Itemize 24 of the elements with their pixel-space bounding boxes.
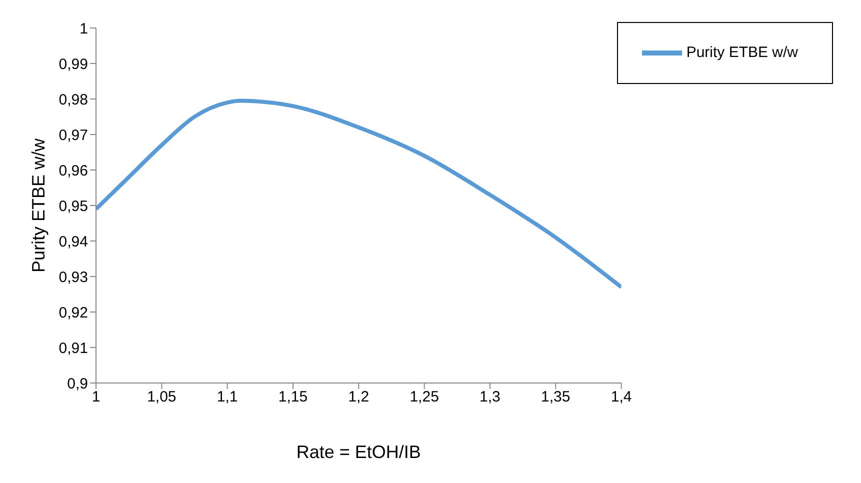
y-tick-label: 0,92 [58,304,88,322]
x-tick-label: 1,4 [610,388,632,406]
x-tick-label: 1,2 [348,388,370,406]
y-tick-label: 1 [80,20,88,38]
line-series [96,98,622,290]
x-tick-label: 1,35 [541,388,570,406]
y-tick-label: 0,9 [67,375,88,392]
y-tick-label: 0,97 [58,126,88,144]
x-tick-label: 1,1 [216,388,238,406]
x-tick-label: 1,15 [278,388,308,406]
y-tick-label: 0,95 [58,198,88,215]
y-tick-label: 0,96 [58,162,88,180]
x-tick-label: 1,25 [410,388,439,406]
x-axis-title: Rate = EtOH/IB [296,442,421,462]
y-tick-label: 0,94 [58,233,88,250]
y-axis-title: Purity ETBE w/w [28,137,48,273]
y-tick-label: 0,91 [58,340,88,357]
legend-label: Purity ETBE w/w [686,44,798,61]
y-tick-label: 0,93 [58,268,88,286]
x-tick-label: 1 [92,388,100,406]
y-tick-label: 0,98 [58,91,88,108]
x-tick-label: 1,3 [480,388,500,406]
x-tick-label: 1,05 [147,388,176,406]
y-tick-label: 0,99 [58,56,88,73]
